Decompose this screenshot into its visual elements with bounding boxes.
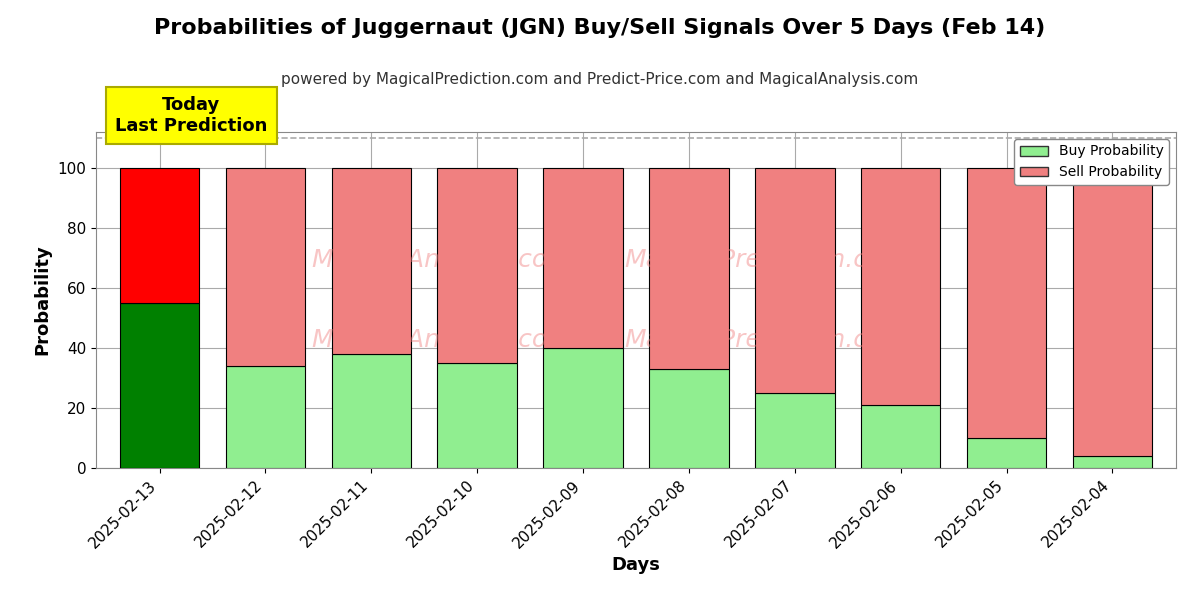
Bar: [120, 168, 199, 303]
Text: MagicalAnalysis.com: MagicalAnalysis.com: [311, 248, 572, 272]
Bar: [226, 366, 305, 468]
Bar: [438, 363, 517, 468]
Bar: [649, 369, 728, 468]
Bar: [120, 303, 199, 468]
Bar: [1073, 168, 1152, 456]
Text: Probabilities of Juggernaut (JGN) Buy/Sell Signals Over 5 Days (Feb 14): Probabilities of Juggernaut (JGN) Buy/Se…: [155, 18, 1045, 38]
Bar: [544, 168, 623, 348]
Bar: [755, 168, 834, 393]
Bar: [862, 405, 941, 468]
Text: MagicalPrediction.com: MagicalPrediction.com: [624, 248, 907, 272]
Bar: [967, 438, 1046, 468]
Bar: [649, 168, 728, 369]
Y-axis label: Probability: Probability: [34, 245, 52, 355]
Bar: [862, 168, 941, 405]
Bar: [331, 354, 412, 468]
Bar: [967, 168, 1046, 438]
Bar: [544, 348, 623, 468]
Text: Today
Last Prediction: Today Last Prediction: [115, 96, 268, 135]
Bar: [1073, 456, 1152, 468]
Text: MagicalAnalysis.com: MagicalAnalysis.com: [311, 328, 572, 352]
Bar: [438, 168, 517, 363]
Bar: [331, 168, 412, 354]
Text: MagicalPrediction.com: MagicalPrediction.com: [624, 328, 907, 352]
Text: powered by MagicalPrediction.com and Predict-Price.com and MagicalAnalysis.com: powered by MagicalPrediction.com and Pre…: [281, 72, 919, 87]
X-axis label: Days: Days: [612, 556, 660, 574]
Bar: [226, 168, 305, 366]
Bar: [755, 393, 834, 468]
Legend: Buy Probability, Sell Probability: Buy Probability, Sell Probability: [1014, 139, 1169, 185]
